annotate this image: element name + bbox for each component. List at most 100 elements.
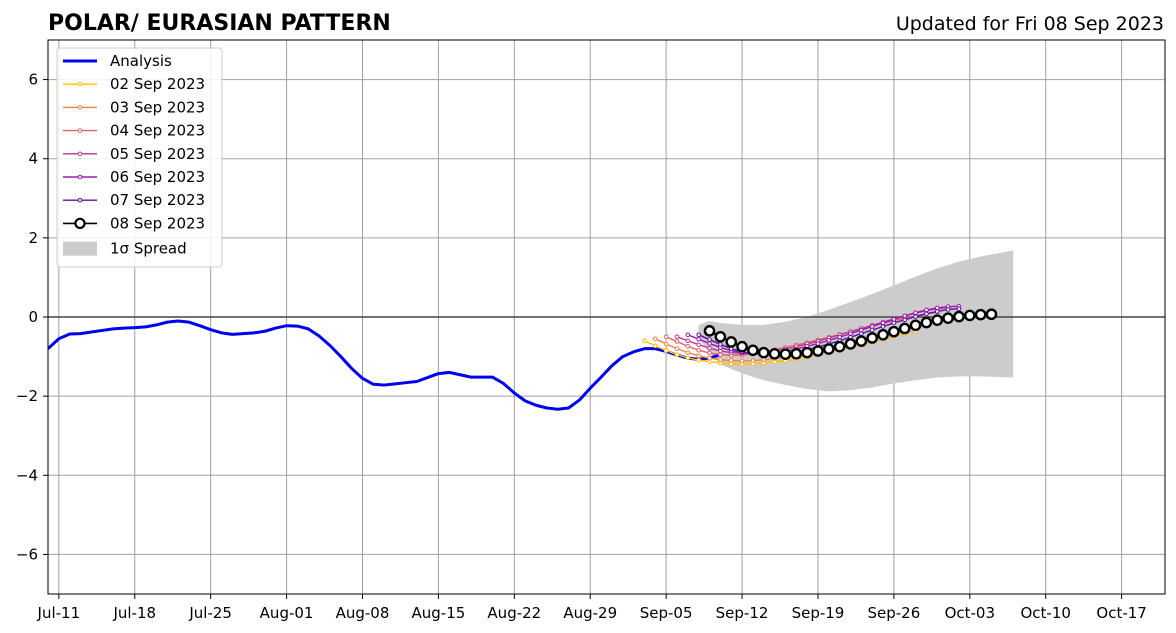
x-tick-label: Aug-22: [487, 604, 541, 622]
forecast-point: [920, 316, 933, 329]
x-axis: Jul-11 Jul-18 Jul-25 Aug-01 Aug-08 Aug-15 Aug-…: [37, 594, 1147, 622]
legend-label: 03 Sep 2023: [110, 98, 205, 116]
x-tick-label: Aug-01: [260, 604, 314, 622]
forecast-point: [974, 308, 987, 321]
legend-label-analysis: Analysis: [110, 52, 172, 70]
forecast-point: [837, 334, 842, 340]
forecast-series: [642, 304, 998, 367]
forecast-point: [707, 345, 712, 351]
x-tick-label: Aug-29: [563, 604, 617, 622]
forecast-point: [844, 338, 857, 350]
forecast-point: [985, 308, 998, 321]
x-tick-label: Jul-25: [188, 604, 232, 622]
forecast-point: [848, 331, 853, 336]
y-tick-label: 4: [28, 150, 38, 168]
forecast-point: [891, 320, 897, 326]
forecast-point: [674, 352, 680, 357]
legend-label: 06 Sep 2023: [110, 168, 205, 186]
y-tick-label: 6: [28, 71, 38, 89]
forecast-point: [761, 357, 767, 363]
forecast-point: [963, 309, 976, 322]
forecast-point: [707, 341, 712, 346]
forecast-point: [707, 337, 712, 342]
x-tick-label: Oct-17: [1096, 604, 1146, 622]
forecast-point: [823, 343, 835, 355]
forecast-point: [663, 341, 669, 347]
forecast-point: [891, 317, 897, 322]
legend-swatch-marker: [77, 151, 83, 157]
legend-swatch-marker: [77, 105, 83, 110]
analysis-series: [48, 319, 721, 411]
forecast-point: [685, 355, 691, 361]
forecast-point: [880, 320, 886, 326]
legend-swatch-marker: [77, 128, 83, 133]
forecast-point: [880, 324, 886, 329]
legend-label: 04 Sep 2023: [110, 122, 205, 140]
forecast-series-6: [703, 308, 998, 360]
legend-box: [56, 47, 223, 268]
forecast-point: [714, 330, 727, 343]
forecast-point: [703, 325, 716, 337]
x-tick-label: Sep-05: [640, 604, 693, 622]
forecast-point: [826, 338, 832, 343]
forecast-point: [707, 350, 712, 356]
x-tick-label: Aug-15: [412, 604, 466, 622]
forecast-point: [674, 334, 680, 340]
chart-subtitle: Updated for Fri 08 Sep 2023: [896, 13, 1164, 35]
spread-band: [698, 250, 1014, 392]
legend-label: 07 Sep 2023: [110, 191, 205, 209]
forecast-point: [718, 342, 723, 347]
forecast-point: [898, 322, 911, 335]
forecast-point: [642, 338, 647, 344]
forecast-point: [866, 332, 878, 344]
legend-label: 08 Sep 2023: [110, 214, 205, 232]
forecast-point: [674, 339, 680, 344]
forecast-point: [707, 355, 712, 361]
forecast-point: [718, 357, 723, 363]
y-axis: 6 4 2 0 −2 −4 −6: [16, 71, 48, 563]
y-tick-label: −2: [16, 387, 38, 405]
legend-swatch-marker: [77, 197, 83, 203]
forecast-point: [736, 340, 748, 353]
legend-label: 05 Sep 2023: [110, 145, 205, 163]
forecast-point: [902, 317, 908, 323]
forecast-point: [913, 310, 918, 315]
x-tick-label: Oct-03: [945, 604, 995, 622]
plot-area: [48, 250, 1165, 411]
forecast-point: [956, 306, 962, 311]
forecast-point: [924, 307, 929, 313]
forecast-point: [685, 338, 691, 344]
y-tick-label: 2: [28, 229, 38, 247]
forecast-point: [653, 336, 658, 342]
forecast-point: [696, 332, 701, 338]
legend-swatch-spread: [63, 241, 97, 256]
legend-swatch-marker: [74, 217, 86, 230]
analysis-line: [48, 319, 721, 411]
forecast-point: [942, 312, 954, 324]
forecast-point: [696, 342, 701, 348]
forecast-point: [909, 319, 922, 332]
forecast-point: [725, 336, 738, 348]
forecast-point: [812, 345, 824, 357]
x-tick-label: Sep-19: [792, 604, 845, 622]
y-tick-label: 0: [28, 308, 38, 326]
forecast-point: [685, 350, 691, 355]
forecast-point: [869, 324, 875, 329]
forecast-point: [685, 332, 691, 338]
x-tick-label: Jul-11: [37, 604, 81, 622]
forecast-point: [934, 305, 940, 311]
forecast-point: [934, 309, 940, 314]
forecast-point: [653, 343, 658, 349]
forecast-point: [779, 348, 792, 360]
forecast-point: [953, 310, 965, 323]
chart-title: POLAR/ EURASIAN PATTERN: [48, 11, 391, 36]
forecast-point: [859, 327, 864, 333]
forecast-point: [833, 340, 846, 353]
forecast-point: [739, 358, 745, 364]
forecast-point: [801, 346, 813, 359]
legend-swatch-marker: [77, 174, 83, 180]
forecast-point: [790, 348, 803, 360]
forecast-point: [931, 314, 944, 326]
x-tick-label: Sep-12: [716, 604, 769, 622]
